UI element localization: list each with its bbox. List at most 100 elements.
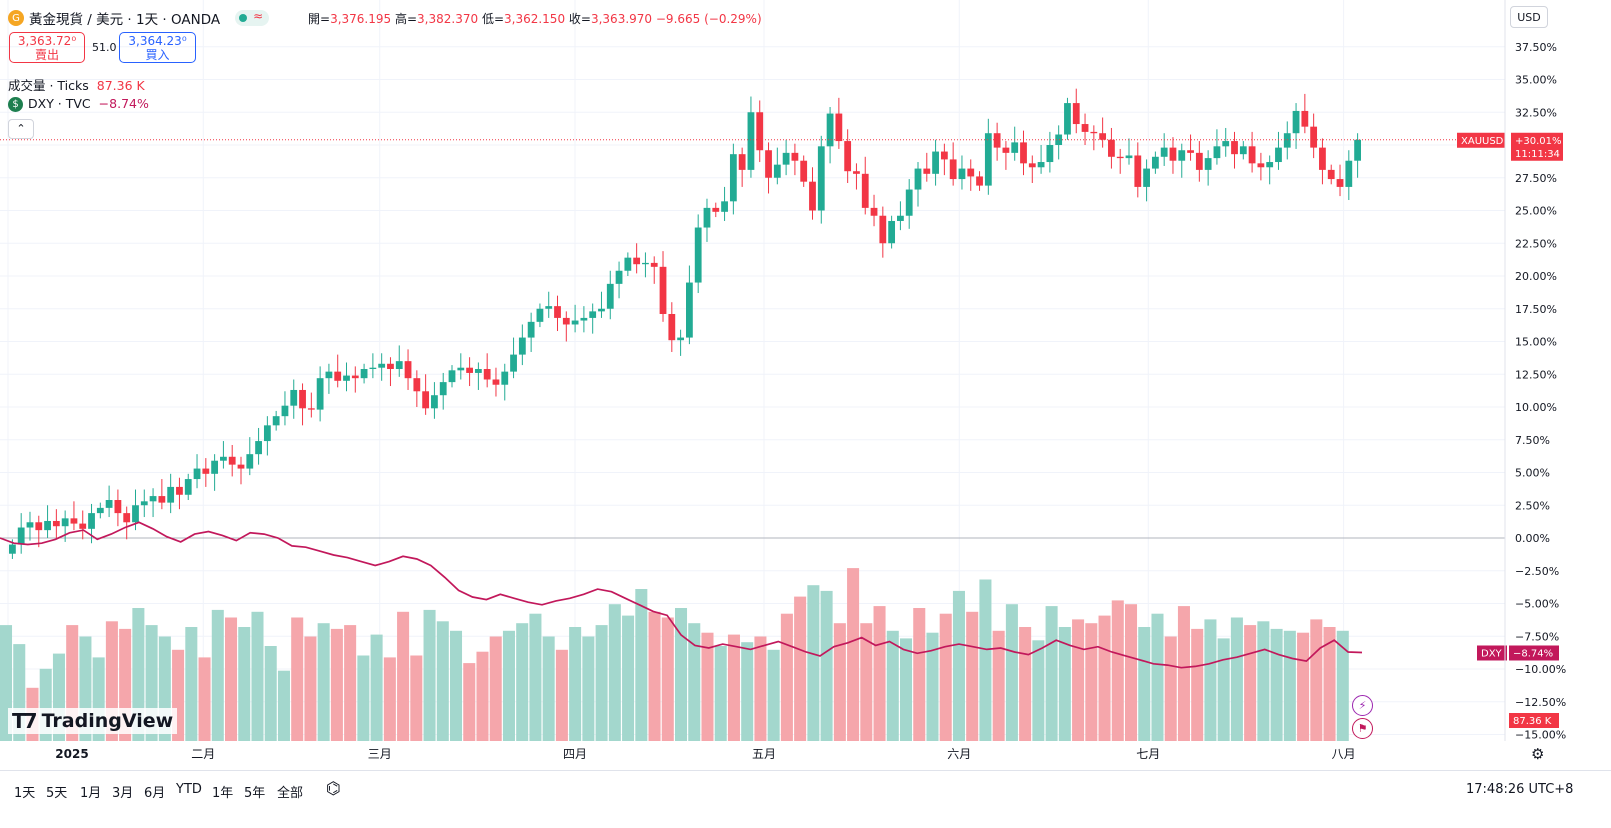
volume-bar bbox=[357, 655, 370, 741]
candle-body bbox=[61, 518, 69, 527]
y-tick-label: −7.50% bbox=[1515, 630, 1559, 643]
range-all[interactable]: 全部 bbox=[277, 786, 304, 801]
candle-body bbox=[237, 464, 245, 469]
candle-body bbox=[1020, 142, 1027, 164]
range-1y[interactable]: 1年 bbox=[212, 786, 234, 801]
candle-body bbox=[668, 313, 676, 341]
clock-timezone[interactable]: 17:48:26 UTC+8 bbox=[1466, 782, 1574, 797]
y-tick-label: −5.00% bbox=[1515, 598, 1559, 611]
candle-body bbox=[211, 460, 219, 474]
candle-body bbox=[1187, 150, 1194, 153]
candle-body bbox=[448, 370, 456, 383]
x-tick-label: 二月 bbox=[191, 747, 215, 761]
candle-body bbox=[114, 500, 122, 514]
candle-body bbox=[255, 441, 262, 455]
range-5d[interactable]: 5天 bbox=[46, 786, 68, 801]
volume-bar bbox=[727, 634, 740, 741]
volume-badge bbox=[1509, 713, 1559, 728]
candle-body bbox=[1213, 146, 1221, 159]
legend-volume[interactable]: 成交量 · Ticks 87.36 K bbox=[8, 75, 145, 94]
candle-body bbox=[307, 408, 315, 410]
volume-bar bbox=[1323, 627, 1336, 741]
candle-body bbox=[510, 354, 517, 372]
range-1m[interactable]: 1月 bbox=[80, 786, 102, 801]
candle-body bbox=[387, 363, 394, 370]
candle-body bbox=[958, 168, 966, 180]
candle-body bbox=[413, 378, 421, 392]
range-3m[interactable]: 3月 bbox=[112, 786, 134, 801]
chevron-up-icon[interactable]: ⌃ bbox=[8, 119, 34, 139]
candle-body bbox=[140, 501, 148, 506]
chart-type-toggle[interactable]: ≈ bbox=[235, 9, 270, 26]
y-tick-label: 5.00% bbox=[1515, 467, 1550, 480]
range-5y[interactable]: 5年 bbox=[244, 786, 266, 801]
range-1d[interactable]: 1天 bbox=[14, 786, 36, 801]
candle-body bbox=[1125, 155, 1133, 159]
candle-body bbox=[193, 468, 201, 480]
currency-selector[interactable]: USD bbox=[1510, 6, 1548, 28]
volume-bar bbox=[1125, 604, 1138, 741]
candle-body bbox=[1345, 160, 1353, 187]
volume-bar bbox=[1005, 604, 1018, 741]
candle-body bbox=[562, 317, 570, 325]
x-tick-label: 六月 bbox=[947, 747, 971, 761]
candle-body bbox=[914, 168, 922, 190]
volume-bar bbox=[913, 608, 926, 741]
x-tick-label: 五月 bbox=[752, 747, 776, 761]
y-tick-label: 2.50% bbox=[1515, 499, 1550, 512]
settings-gear-icon[interactable]: ⚙ bbox=[1531, 745, 1545, 763]
candle-body bbox=[1116, 156, 1124, 159]
candle-body bbox=[1222, 141, 1230, 147]
volume-bar bbox=[198, 657, 211, 741]
candle-body bbox=[1072, 103, 1080, 125]
candle-body bbox=[536, 308, 544, 322]
candle-body bbox=[1090, 131, 1098, 134]
volume-bar bbox=[820, 590, 833, 741]
volume-bar bbox=[1098, 615, 1111, 741]
candle-body bbox=[1046, 145, 1054, 163]
candle-body bbox=[984, 133, 992, 186]
volume-bar bbox=[754, 636, 767, 741]
lightning-icon[interactable]: ⚡ bbox=[1352, 695, 1373, 716]
candle-body bbox=[457, 367, 465, 371]
candle-body bbox=[70, 518, 78, 524]
candle-body bbox=[1266, 162, 1274, 168]
candle-body bbox=[1292, 110, 1300, 134]
candle-body bbox=[1134, 155, 1142, 187]
volume-bar bbox=[489, 636, 502, 741]
volume-bar bbox=[741, 642, 754, 741]
close-label: 收= bbox=[568, 12, 591, 26]
candle-body bbox=[606, 283, 614, 309]
y-tick-label: 7.50% bbox=[1515, 434, 1550, 447]
price-chart[interactable]: 37.50%35.00%32.50%30.00%27.50%25.00%22.5… bbox=[0, 0, 1611, 770]
date-range-icon[interactable]: ⌬ bbox=[326, 779, 341, 799]
candle-body bbox=[615, 270, 623, 284]
candle-body bbox=[642, 262, 649, 265]
candle-body bbox=[624, 257, 632, 271]
volume-bar bbox=[1058, 627, 1071, 741]
candle-body bbox=[1354, 139, 1361, 161]
candle-body bbox=[1151, 156, 1159, 169]
volume-bar bbox=[529, 613, 542, 741]
x-tick-label: 三月 bbox=[368, 747, 392, 761]
open-value: 3,376.195 bbox=[330, 12, 392, 26]
sell-button[interactable]: 3,363.72⁰ 賣出 bbox=[9, 32, 85, 63]
range-6m[interactable]: 6月 bbox=[144, 786, 166, 801]
candle-body bbox=[1301, 110, 1309, 127]
candle-body bbox=[879, 215, 887, 244]
volume-value: 87.36 K bbox=[96, 78, 145, 93]
volume-bar bbox=[833, 623, 846, 741]
legend-dxy[interactable]: $ DXY · TVC −8.74% bbox=[8, 96, 149, 112]
volume-bar bbox=[1085, 623, 1098, 741]
candle-body bbox=[1195, 152, 1203, 170]
range-ytd[interactable]: YTD bbox=[176, 782, 202, 797]
volume-bar bbox=[1270, 628, 1283, 741]
us-flag-icon[interactable]: ⚑ bbox=[1352, 718, 1373, 739]
volume-bar bbox=[648, 611, 661, 741]
buy-button[interactable]: 3,364.23⁰ 買入 bbox=[119, 32, 196, 63]
symbol-title[interactable]: G 黃金現貨 / 美元 · 1天 · OANDA ≈ bbox=[8, 8, 270, 28]
volume-bar bbox=[608, 604, 621, 741]
candle-body bbox=[580, 317, 588, 321]
x-tick-label: 2025 bbox=[55, 747, 88, 761]
candle-body bbox=[1143, 168, 1150, 187]
